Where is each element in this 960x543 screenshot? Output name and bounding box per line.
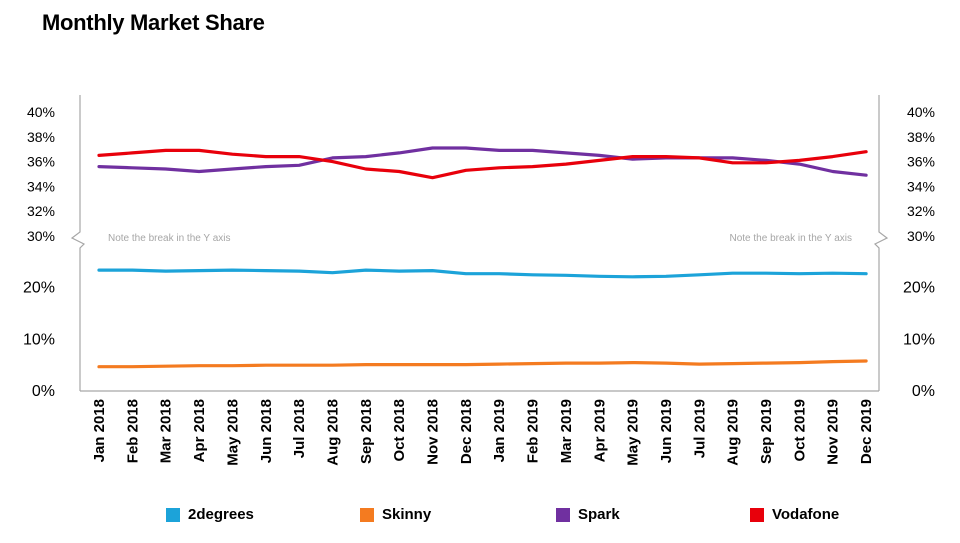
y-tick-label-left: 38% [27,129,55,145]
x-tick-label: Dec 2018 [458,399,475,464]
x-tick-label: Apr 2019 [591,399,608,462]
legend: 2degrees Skinny Spark Vodafone [0,506,960,530]
x-tick-label: Nov 2018 [425,399,442,465]
x-tick-label: Oct 2019 [791,399,808,462]
y-tick-label-left: 36% [27,154,55,170]
y-tick-label-left: 34% [27,178,55,194]
legend-item-spark: Spark [556,506,620,523]
legend-swatch [166,507,180,522]
axis-break-note-right: Note the break in the Y axis [730,233,853,244]
x-tick-label: Oct 2018 [391,399,408,462]
x-tick-label: Feb 2019 [525,399,542,463]
x-tick-label: Jun 2018 [258,399,275,463]
x-tick-label: Aug 2019 [725,399,742,466]
chart-title: Monthly Market Share [42,10,265,35]
chart-canvas: Note the break in the Y axis Note the bre… [23,95,935,466]
x-tick-label: Jan 2019 [491,399,508,462]
y-tick-label-right: 38% [907,129,935,145]
series-line-vodafone [97,148,868,180]
left-axis [70,95,86,391]
y-tick-label-right: 34% [907,178,935,194]
legend-item-2degrees: 2degrees [166,506,254,523]
y-tick-label-right: 0% [912,383,935,400]
x-tick-label: Aug 2018 [324,399,341,466]
x-tick-label: Sep 2019 [758,399,775,464]
x-tick-label: May 2019 [625,399,642,466]
right-axis [873,95,889,391]
y-tick-label-right: 40% [907,104,935,120]
axis-break-note-left: Note the break in the Y axis [108,233,231,244]
legend-label: Spark [578,506,620,523]
legend-item-skinny: Skinny [360,506,431,523]
x-tick-label: Jul 2018 [291,399,308,458]
x-tick-label: Mar 2019 [558,399,575,463]
x-tick-label: Nov 2019 [825,399,842,465]
y-tick-label-right: 32% [907,203,935,219]
y-tick-label-left: 32% [27,203,55,219]
series-line-spark [97,146,868,177]
series-line-2degrees [97,268,868,279]
x-tick-label: Sep 2018 [358,399,375,464]
legend-label: 2degrees [188,506,254,523]
y-tick-label-right: 36% [907,154,935,170]
x-tick-label: Jul 2019 [691,399,708,458]
y-tick-label-left: 0% [32,383,55,400]
legend-label: Vodafone [772,506,840,523]
y-tick-label-left: 40% [27,104,55,120]
legend-label: Skinny [382,506,432,523]
legend-swatch [556,507,570,522]
y-tick-label-right: 20% [903,280,935,297]
y-tick-label-left: 20% [23,280,55,297]
x-tick-label: Dec 2019 [858,399,875,464]
x-tick-label: Jan 2018 [91,399,108,462]
series-line-skinny [97,359,868,369]
legend-swatch [360,507,374,522]
legend-item-vodafone: Vodafone [750,506,839,523]
y-tick-label-left: 30% [27,228,55,244]
legend-swatch [750,507,764,522]
x-tick-label: Apr 2018 [191,399,208,462]
x-tick-label: Feb 2018 [124,399,141,463]
x-tick-label: Mar 2018 [158,399,175,463]
x-tick-label: Jun 2019 [658,399,675,463]
y-tick-label-right: 30% [907,228,935,244]
x-tick-label: May 2018 [224,399,241,466]
y-tick-label-left: 10% [23,331,55,348]
y-tick-label-right: 10% [903,331,935,348]
